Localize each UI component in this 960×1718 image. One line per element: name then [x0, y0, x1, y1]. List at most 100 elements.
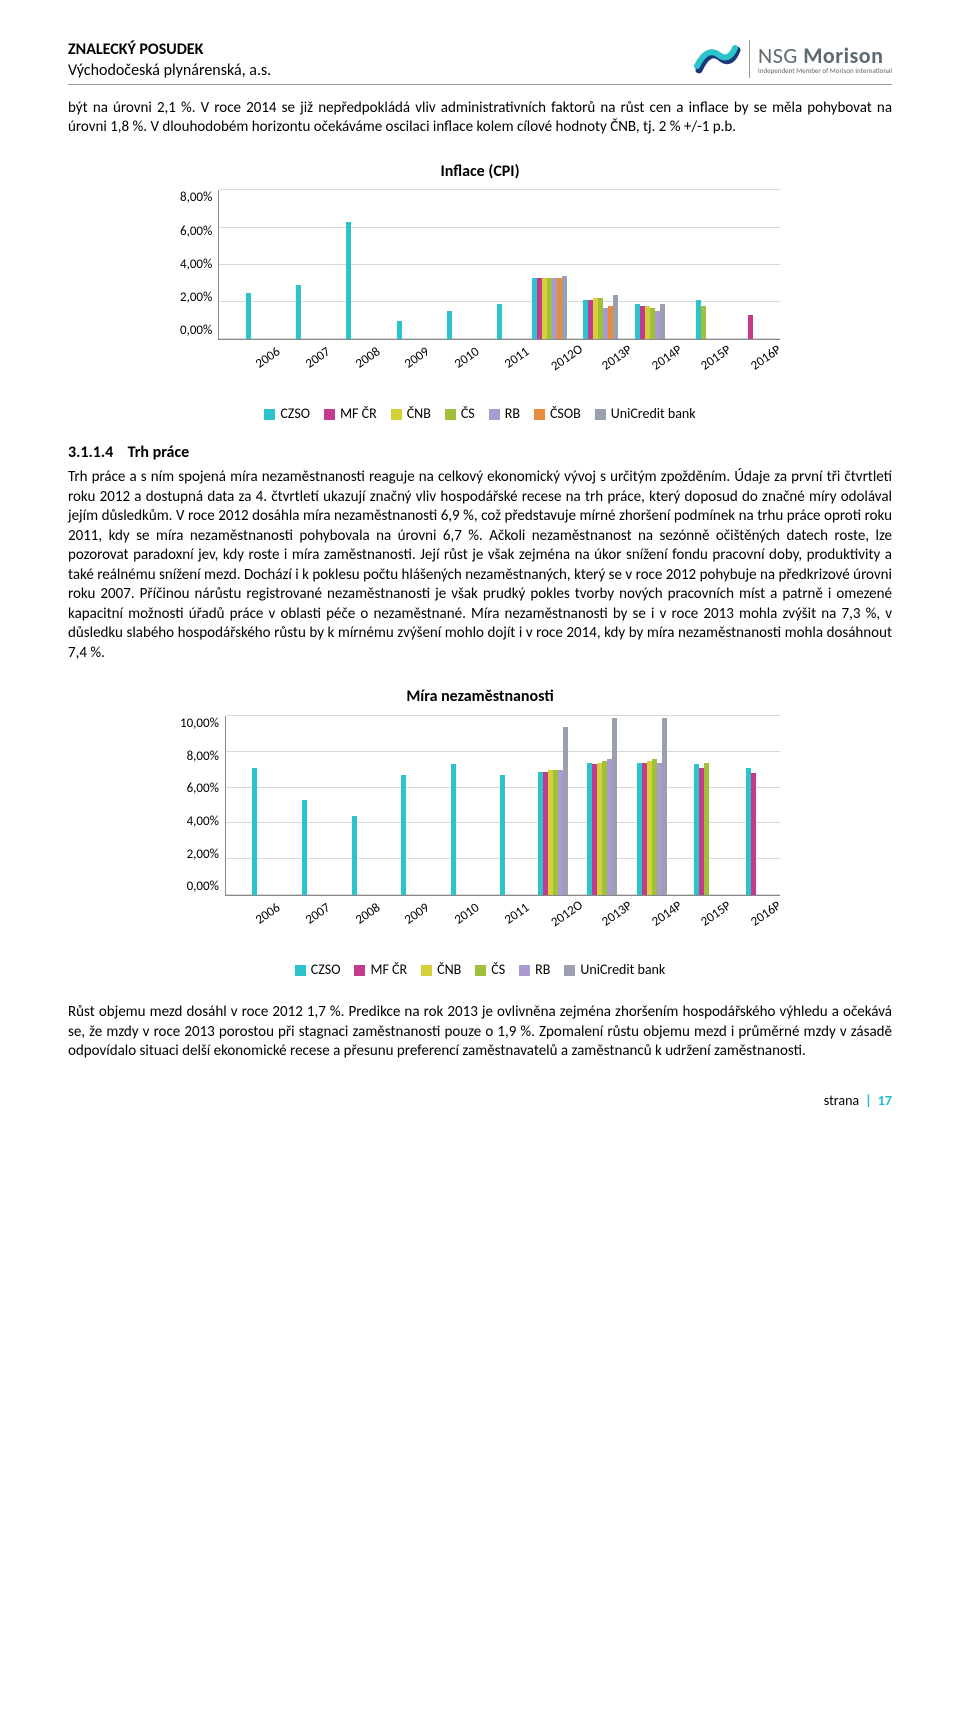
doc-title: ZNALECKÝ POSUDEK	[68, 40, 691, 61]
legend-label: CZSO	[311, 961, 341, 979]
legend-swatch	[354, 965, 365, 976]
chart2-xlabels: 2006200720082009201020112012O2013P2014P2…	[232, 898, 780, 927]
bar	[704, 763, 709, 895]
ytick-label: 2,00%	[187, 847, 219, 864]
legend-item: ČNB	[421, 961, 461, 979]
legend-swatch	[295, 965, 306, 976]
chart2-legend: CZSO MF ČR ČNB ČS RB UniCredit bank	[180, 961, 780, 979]
bar	[252, 768, 257, 895]
bar	[246, 293, 251, 340]
bar	[401, 775, 406, 895]
legend-item: ČS	[475, 961, 505, 979]
ytick-label: 0,00%	[180, 323, 212, 340]
paragraph-intro: být na úrovni 2,1 %. V roce 2014 se již …	[68, 99, 892, 138]
legend-item: ČNB	[391, 405, 431, 423]
bar	[662, 718, 667, 895]
year-group	[577, 716, 627, 895]
year-group	[428, 716, 478, 895]
bar	[346, 222, 351, 339]
bar	[500, 775, 505, 895]
year-group	[726, 716, 776, 895]
year-group	[329, 716, 379, 895]
legend-swatch	[475, 965, 486, 976]
bar	[562, 276, 567, 339]
ytick-label: 2,00%	[180, 290, 212, 307]
year-group	[676, 190, 726, 339]
legend-swatch	[489, 409, 500, 420]
legend-item: RB	[519, 961, 550, 979]
legend-swatch	[564, 965, 575, 976]
page-number: 17	[878, 1092, 892, 1110]
chart2-yaxis: 10,00%8,00%6,00%4,00%2,00%0,00%	[180, 716, 225, 896]
year-group	[280, 716, 330, 895]
bar	[296, 285, 301, 339]
legend-swatch	[445, 409, 456, 420]
legend-label: RB	[505, 405, 520, 423]
year-group	[625, 190, 675, 339]
legend-swatch	[391, 409, 402, 420]
ytick-label: 8,00%	[180, 190, 212, 207]
legend-item: MF ČR	[354, 961, 407, 979]
section-title: Trh práce	[128, 443, 190, 462]
bar	[563, 727, 568, 895]
ytick-label: 6,00%	[180, 224, 212, 241]
brand-text: NSG Morison Independent Member of Moriso…	[758, 45, 892, 74]
bar	[447, 311, 452, 339]
year-group	[230, 716, 280, 895]
legend-item: UniCredit bank	[595, 405, 696, 423]
chart1-plot: 8,00%6,00%4,00%2,00%0,00%	[180, 190, 780, 340]
bar	[451, 764, 456, 895]
ytick-label: 10,00%	[180, 716, 219, 733]
legend-swatch	[324, 409, 335, 420]
brand-light: NSG	[758, 42, 798, 69]
footer-separator: |	[865, 1092, 872, 1110]
legend-swatch	[421, 965, 432, 976]
legend-swatch	[595, 409, 606, 420]
year-group	[478, 716, 528, 895]
bar	[751, 773, 756, 895]
legend-item: CZSO	[264, 405, 310, 423]
bar	[612, 718, 617, 895]
chart-unemployment: Míra nezaměstnanosti 10,00%8,00%6,00%4,0…	[160, 677, 800, 985]
legend-label: UniCredit bank	[580, 961, 665, 979]
legend-swatch	[264, 409, 275, 420]
legend-label: ČNB	[437, 961, 461, 979]
chart1-title: Inflace (CPI)	[180, 162, 780, 183]
legend-label: UniCredit bank	[611, 405, 696, 423]
legend-label: MF ČR	[370, 961, 407, 979]
chart2-area	[225, 716, 780, 896]
legend-item: CZSO	[295, 961, 341, 979]
paragraph-labour: Trh práce a s ním spojená míra nezaměstn…	[68, 468, 892, 663]
chart2-plot: 10,00%8,00%6,00%4,00%2,00%0,00%	[180, 716, 780, 896]
legend-item: RB	[489, 405, 520, 423]
year-group	[424, 190, 474, 339]
year-group	[374, 190, 424, 339]
bar	[613, 295, 618, 340]
swirl-icon	[691, 40, 741, 78]
year-group	[475, 190, 525, 339]
legend-swatch	[534, 409, 545, 420]
chart1-yaxis: 8,00%6,00%4,00%2,00%0,00%	[180, 190, 218, 340]
logo-divider	[749, 40, 750, 78]
legend-item: MF ČR	[324, 405, 377, 423]
section-heading: 3.1.1.4 Trh práce	[68, 443, 892, 464]
year-group	[575, 190, 625, 339]
ytick-label: 8,00%	[187, 749, 219, 766]
brand-bold: Morison	[803, 42, 883, 69]
doc-subtitle: Východočeská plynárenská, a.s.	[68, 61, 691, 82]
bar	[302, 800, 307, 895]
bar	[660, 304, 665, 339]
chart1-area	[218, 190, 780, 340]
legend-label: MF ČR	[340, 405, 377, 423]
year-group	[627, 716, 677, 895]
legend-item: UniCredit bank	[564, 961, 665, 979]
paragraph-wages: Růst objemu mezd dosáhl v roce 2012 1,7 …	[68, 1003, 892, 1062]
brand-subtitle: Independent Member of Morison Internatio…	[758, 67, 892, 74]
page-footer: strana | 17	[68, 1092, 892, 1110]
year-group	[726, 190, 776, 339]
legend-label: ČSOB	[550, 405, 581, 423]
legend-label: ČNB	[407, 405, 431, 423]
ytick-label: 4,00%	[187, 814, 219, 831]
legend-label: ČS	[461, 405, 475, 423]
chart2-title: Míra nezaměstnanosti	[180, 687, 780, 708]
